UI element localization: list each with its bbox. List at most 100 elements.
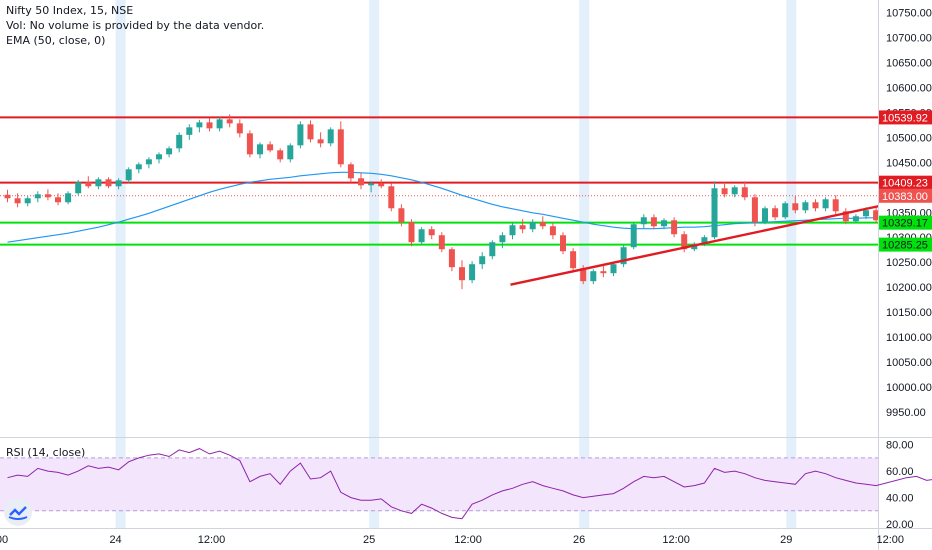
candle-body — [358, 178, 364, 186]
candle-body — [590, 271, 597, 282]
price-label-text: 10285.25 — [882, 240, 928, 252]
price-label-box — [879, 175, 932, 190]
candle-body — [246, 133, 253, 155]
candle-body — [368, 183, 375, 186]
candle-body — [661, 220, 667, 227]
time-tick-label: 26 — [573, 534, 585, 546]
candle-body — [812, 202, 819, 209]
candle-body — [145, 159, 152, 165]
candle-body — [741, 187, 748, 198]
price-label-box — [879, 237, 932, 252]
price-label-text: 10383.00 — [882, 191, 928, 203]
candle-body — [287, 145, 294, 160]
candle-body — [519, 225, 526, 230]
price-label-box — [879, 215, 932, 230]
candle-body — [125, 169, 132, 181]
ema-legend: EMA (50, close, 0) — [6, 34, 106, 47]
rsi-line — [7, 448, 932, 520]
tradingview-logo-icon[interactable] — [4, 498, 32, 526]
price-tick-label: 10600.00 — [886, 82, 932, 94]
candle-body — [267, 144, 274, 151]
candle-body — [398, 208, 405, 223]
candle-body — [226, 119, 233, 124]
candle-body — [509, 225, 516, 236]
time-tick-label: 24 — [109, 534, 121, 546]
candle-body — [549, 226, 556, 236]
candle-body — [135, 164, 142, 170]
candle-body — [711, 188, 718, 238]
candle-body — [731, 187, 738, 195]
candle-body — [65, 193, 72, 203]
rsi-tick-label: 40.00 — [886, 493, 914, 505]
session-band — [786, 0, 797, 528]
price-tick-label: 9950.00 — [886, 407, 926, 419]
price-label-box — [879, 110, 932, 125]
candle-body — [378, 183, 385, 187]
candle-body — [863, 210, 869, 217]
candle-body — [176, 134, 183, 149]
candle-body — [560, 235, 566, 252]
price-tick-label: 10000.00 — [886, 382, 932, 394]
candle-body — [529, 222, 536, 230]
symbol-title: Nifty 50 Index, 15, NSE — [6, 4, 134, 17]
candle-body — [479, 256, 486, 265]
candle-body — [297, 124, 304, 146]
candle-body — [327, 129, 334, 144]
candle-body — [751, 197, 758, 223]
price-tick-label: 10200.00 — [886, 282, 932, 294]
price-tick-label: 10250.00 — [886, 257, 932, 269]
candle-body — [448, 249, 455, 268]
candle-body — [630, 224, 637, 248]
candle-body — [469, 264, 476, 281]
rsi-tick-label: 20.00 — [886, 519, 914, 531]
candle-body — [459, 267, 465, 281]
price-tick-label: 10450.00 — [886, 157, 932, 169]
candle-body — [418, 229, 425, 243]
time-tick-label: 12:00 — [662, 534, 690, 546]
candle-body — [650, 217, 657, 227]
candle-body — [166, 148, 173, 155]
candle-body — [388, 186, 395, 209]
candle-body — [489, 242, 496, 257]
candle-body — [499, 235, 506, 243]
rsi-legend: RSI (14, close) — [6, 446, 86, 459]
price-label-text: 10329.17 — [882, 218, 928, 230]
candle-body — [75, 182, 82, 194]
candle-body — [307, 124, 314, 140]
candle-body — [822, 199, 829, 209]
time-tick-label: 12:00 — [876, 534, 904, 546]
candle-body — [206, 122, 213, 129]
candle-body — [44, 194, 51, 198]
candle-body — [620, 247, 627, 265]
rsi-tick-label: 60.00 — [886, 466, 914, 478]
candle-body — [156, 154, 162, 160]
candle-body — [772, 208, 779, 218]
candle-body — [95, 179, 102, 187]
candle-body — [792, 203, 799, 211]
candle-body — [236, 123, 243, 134]
candle-body — [640, 217, 647, 225]
candle-body — [842, 211, 849, 222]
session-band — [115, 0, 126, 528]
candle-body — [681, 234, 688, 250]
candle-body — [600, 271, 607, 274]
candle-body — [782, 203, 789, 218]
candle-body — [570, 251, 577, 269]
time-tick-label: 29 — [780, 534, 792, 546]
candle-body — [24, 198, 31, 204]
candle-body — [105, 179, 112, 187]
candle-body — [196, 122, 203, 128]
rsi-band — [0, 457, 878, 511]
candle-body — [802, 202, 809, 211]
price-tick-label: 10700.00 — [886, 32, 932, 44]
candle-body — [337, 129, 344, 165]
candle-body — [115, 180, 122, 187]
candle-body — [186, 127, 193, 135]
candle-body — [428, 229, 435, 236]
candle-body — [408, 222, 415, 243]
session-band — [579, 0, 590, 528]
candle-body — [216, 119, 223, 129]
price-tick-label: 10750.00 — [886, 7, 932, 19]
candle-body — [347, 164, 354, 179]
